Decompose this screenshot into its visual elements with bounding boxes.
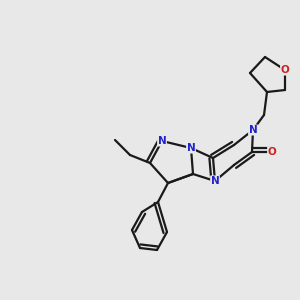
Text: N: N	[211, 176, 219, 186]
Text: N: N	[187, 143, 195, 153]
Text: O: O	[280, 65, 290, 75]
Text: O: O	[268, 147, 276, 157]
Text: N: N	[158, 136, 166, 146]
Text: N: N	[249, 125, 257, 135]
